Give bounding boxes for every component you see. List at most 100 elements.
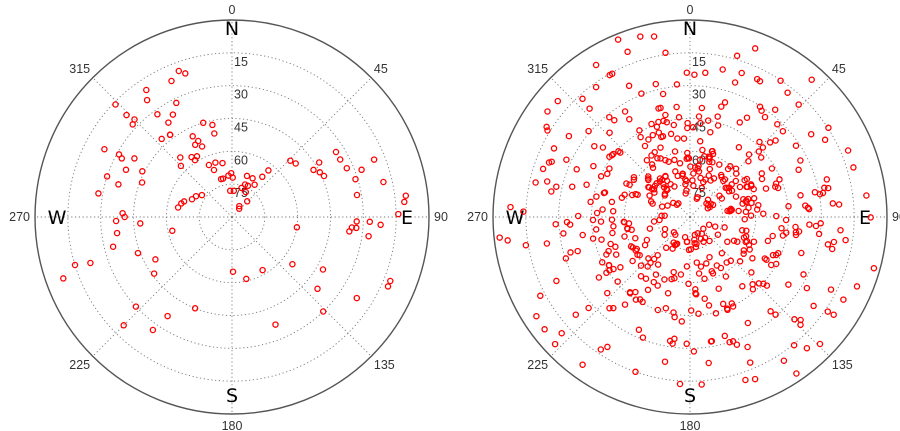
data-point [611,116,618,124]
data-point [697,119,704,127]
data-point [807,130,815,138]
data-point [533,312,540,320]
data-point [520,208,527,215]
data-point [259,173,266,181]
data-point [750,238,758,245]
data-point [624,225,631,233]
data-point [166,131,174,139]
data-point [830,238,838,246]
data-point [685,280,692,288]
data-point [682,190,689,197]
data-point [177,154,184,161]
data-point [785,281,792,288]
data-point [830,311,837,318]
data-point [319,266,327,273]
data-point [727,163,734,170]
data-point [655,129,663,136]
data-point [803,344,811,352]
data-point [701,275,708,283]
data-point [563,156,570,163]
data-point [638,90,645,97]
data-point [773,212,780,220]
data-point [850,164,857,171]
data-point [572,311,580,318]
data-point [654,251,661,259]
data-point [639,334,647,341]
data-point [583,181,590,188]
data-point [384,283,392,290]
data-point [721,332,729,340]
data-point [621,191,628,198]
data-point [192,192,200,200]
data-point [689,177,696,184]
data-point [692,243,700,251]
data-point [592,83,600,91]
data-point [643,156,651,164]
data-point [199,119,207,127]
data-point [683,155,690,162]
data-point [670,268,677,276]
data-point [748,269,755,276]
data-point [625,82,633,90]
data-point [101,145,108,153]
data-point [736,119,744,126]
data-point [815,230,823,238]
data-point [614,36,622,43]
data-point [664,202,671,209]
data-point [654,306,662,314]
data-point [644,286,652,294]
data-point [648,152,655,159]
data-point [539,165,547,173]
data-point [662,244,670,252]
data-point [677,271,685,278]
data-point [691,236,698,243]
data-point [620,218,628,226]
data-point [122,166,130,174]
data-point [659,133,667,140]
data-point [671,274,678,282]
data-point [645,184,653,191]
data-point [674,135,681,142]
data-point [387,277,394,285]
data-point [621,301,629,308]
data-point [751,375,759,383]
data-point [152,256,159,263]
data-point [715,285,722,292]
data-point [740,234,748,241]
data-point [696,138,704,145]
data-point [744,319,752,327]
data-point [609,229,616,237]
data-point [780,357,788,364]
data-point [690,348,698,355]
data-point [562,255,570,262]
data-point [671,156,678,164]
data-point [550,145,558,152]
data-point [714,231,722,238]
data-point [697,263,705,270]
data-point [870,264,878,272]
data-point [734,238,741,245]
data-point [693,259,701,266]
data-point [735,144,743,151]
data-point [718,249,726,257]
data-point [164,312,171,320]
data-point [706,237,713,245]
data-point [71,261,79,269]
data-point [645,255,652,262]
data-point [606,71,613,79]
data-point [739,200,746,207]
data-point [727,257,735,265]
data-point [316,169,324,176]
data-point [719,300,727,308]
data-point [777,77,784,84]
data-point [608,216,616,223]
data-point [314,285,321,293]
data-point [229,268,237,275]
data-point [690,170,697,177]
data-point [778,224,785,232]
data-point [353,191,361,199]
data-point [597,346,605,353]
data-point [289,260,296,268]
data-point [614,278,621,285]
